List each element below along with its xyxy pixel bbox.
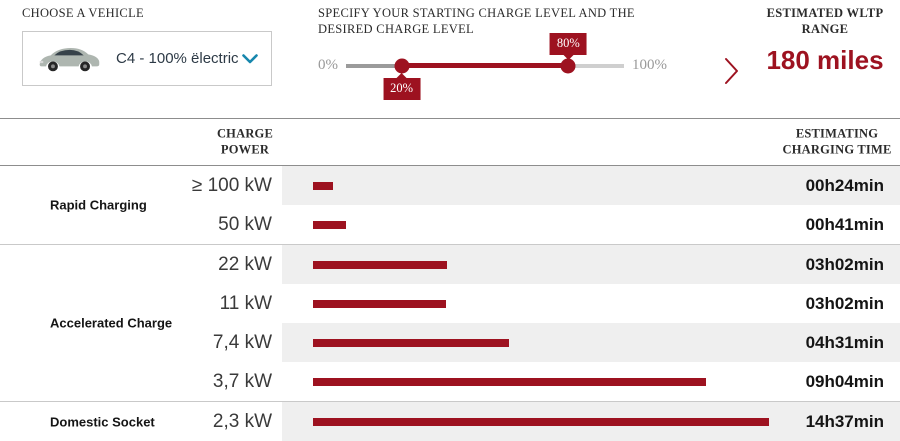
chevron-down-icon (242, 53, 258, 63)
charging-time: 03h02min (805, 293, 884, 313)
charging-time: 00h24min (805, 175, 884, 195)
charge-slider: 0% 20% 80% 100% (318, 32, 668, 100)
slider-track[interactable]: 20% 80% (346, 32, 624, 100)
top-section: CHOOSE A VEHICLE C4 - 100% ëlectric SPEC… (0, 0, 900, 119)
estimated-range-heading: ESTIMATED WLTP RANGE (766, 6, 884, 36)
power-label: 50 kW (218, 213, 272, 235)
start-charge-tooltip: 20% (383, 72, 421, 100)
estimated-range-value: 180 miles (766, 45, 884, 75)
charge-bar (313, 417, 769, 426)
vehicle-select-value: C4 - 100% ëlectric (116, 50, 239, 67)
power-label: 11 kW (219, 292, 272, 314)
charging-time: 03h02min (805, 254, 884, 274)
group-label-spacer (0, 245, 180, 284)
charge-level-heading: SPECIFY YOUR STARTING CHARGE LEVEL AND T… (318, 6, 635, 36)
slider-handle-start[interactable] (394, 58, 410, 73)
group-label: Rapid Charging (50, 197, 147, 213)
power-label: 3,7 kW (212, 370, 272, 392)
table-group: Accelerated Charge 22 kW 03h02min 11 kW … (0, 244, 900, 401)
charge-bar (313, 220, 346, 229)
bar-track: 09h04min (282, 362, 900, 401)
table-row: 7,4 kW 04h31min (0, 323, 900, 362)
charge-bar (313, 299, 446, 308)
table-row: ≥ 100 kW 00h24min (0, 166, 900, 205)
slider-track-before (346, 63, 402, 68)
desired-charge-tooltip: 80% (549, 32, 587, 60)
charge-level-section: SPECIFY YOUR STARTING CHARGE LEVEL AND T… (318, 5, 668, 37)
bar-track: 14h37min (282, 402, 900, 441)
table-row: 2,3 kW 14h37min (0, 402, 900, 441)
col-header-charge-power: CHARGE POWER (216, 126, 274, 156)
power-label: 7,4 kW (212, 331, 272, 353)
bar-track: 00h41min (282, 205, 900, 244)
power-label: 22 kW (218, 253, 272, 275)
vehicle-select[interactable]: C4 - 100% ëlectric (22, 31, 272, 86)
charge-bar (313, 377, 706, 386)
table-header: CHARGE POWER ESTIMATING CHARGING TIME (0, 119, 900, 166)
vehicle-image (39, 47, 100, 71)
table-row: 50 kW 00h41min (0, 205, 900, 244)
bar-track: 00h24min (282, 166, 900, 205)
estimated-range-section: ESTIMATED WLTP RANGE 180 miles (750, 5, 900, 76)
bar-track: 04h31min (282, 323, 900, 362)
group-label: Domestic Socket (50, 414, 155, 429)
chevron-right-icon (725, 58, 738, 84)
table-groups: Rapid Charging ≥ 100 kW 00h24min 50 kW 0… (0, 166, 900, 441)
slider-handle-end[interactable] (560, 58, 576, 73)
table-group: Rapid Charging ≥ 100 kW 00h24min 50 kW 0… (0, 166, 900, 244)
charging-time: 00h41min (805, 214, 884, 234)
next-arrow-button[interactable] (718, 56, 744, 88)
charging-table: CHARGE POWER ESTIMATING CHARGING TIME Ra… (0, 119, 900, 441)
charge-bar (313, 181, 333, 190)
slider-max-label: 100% (632, 57, 667, 73)
col-header-charging-time: ESTIMATING CHARGING TIME (782, 126, 892, 156)
table-row: 22 kW 03h02min (0, 245, 900, 284)
charging-time: 09h04min (805, 371, 884, 391)
table-row: 3,7 kW 09h04min (0, 362, 900, 401)
charge-bar (313, 260, 447, 269)
choose-vehicle-heading: CHOOSE A VEHICLE (22, 6, 144, 20)
power-label: ≥ 100 kW (191, 174, 272, 196)
group-label: Accelerated Charge (50, 315, 173, 331)
table-group: Domestic Socket 2,3 kW 14h37min (0, 401, 900, 441)
group-label-spacer (0, 362, 180, 401)
charging-time: 04h31min (805, 332, 884, 352)
slider-track-selected (401, 63, 569, 68)
slider-min-label: 0% (318, 57, 338, 73)
charging-time: 14h37min (805, 411, 884, 431)
bar-track: 03h02min (282, 245, 900, 284)
charge-bar (313, 338, 509, 347)
table-row: 11 kW 03h02min (0, 284, 900, 323)
bar-track: 03h02min (282, 284, 900, 323)
power-label: 2,3 kW (212, 410, 272, 432)
